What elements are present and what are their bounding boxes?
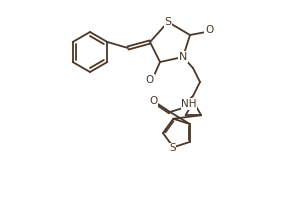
Text: S: S <box>164 17 172 27</box>
Text: O: O <box>149 96 157 106</box>
Text: O: O <box>146 75 154 85</box>
Text: O: O <box>205 25 213 35</box>
Text: S: S <box>169 143 176 153</box>
Text: NH: NH <box>181 99 197 109</box>
Text: N: N <box>179 52 187 62</box>
